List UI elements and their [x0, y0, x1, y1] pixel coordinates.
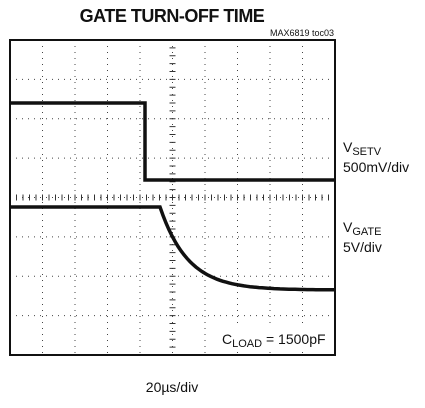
trace-label: VSETV: [343, 139, 382, 158]
annotation: CLOAD = 1500pF: [222, 331, 326, 350]
trace-scale: 500mV/div: [343, 159, 409, 175]
title: GATE TURN-OFF TIME: [80, 6, 265, 26]
vsetv-trace: [10, 101, 335, 182]
time-scale: 20µs/div: [146, 379, 198, 395]
trace-label: VGATE: [343, 219, 381, 238]
figure-id: MAX6819 toc03: [270, 28, 334, 38]
screen-border: [9, 39, 336, 356]
graticule: [10, 40, 335, 355]
vgate-trace: [10, 205, 334, 292]
trace-scale: 5V/div: [343, 239, 382, 255]
annotation-bg: [214, 326, 330, 350]
